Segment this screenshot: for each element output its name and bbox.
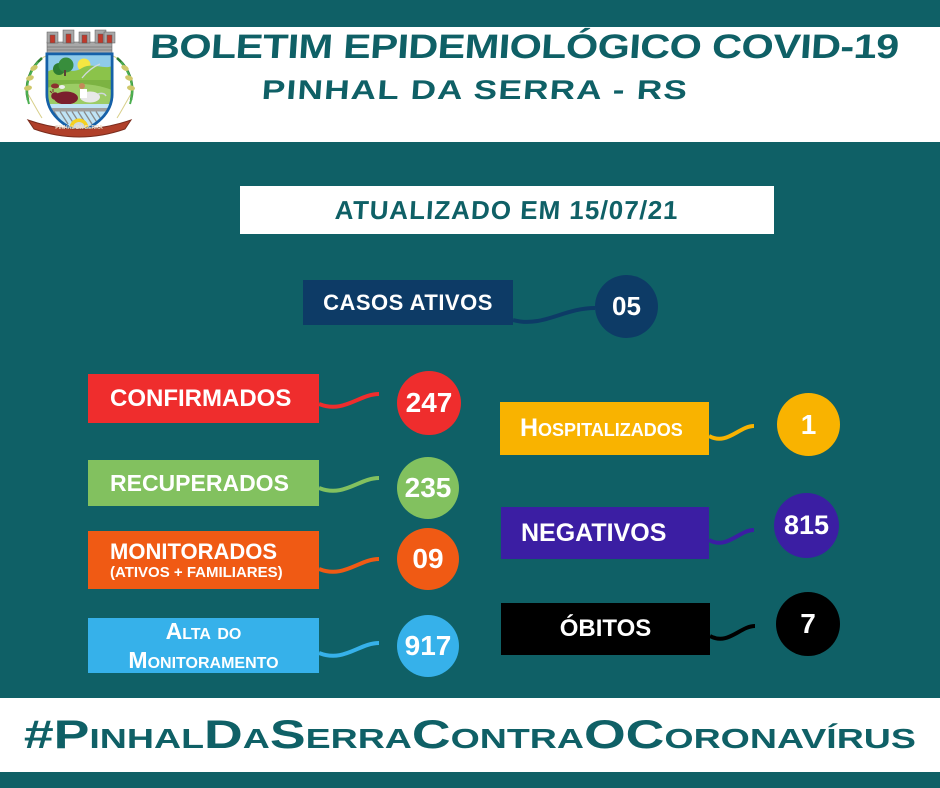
svg-text:PINHAL DA SERRA: PINHAL DA SERRA [55,125,103,131]
